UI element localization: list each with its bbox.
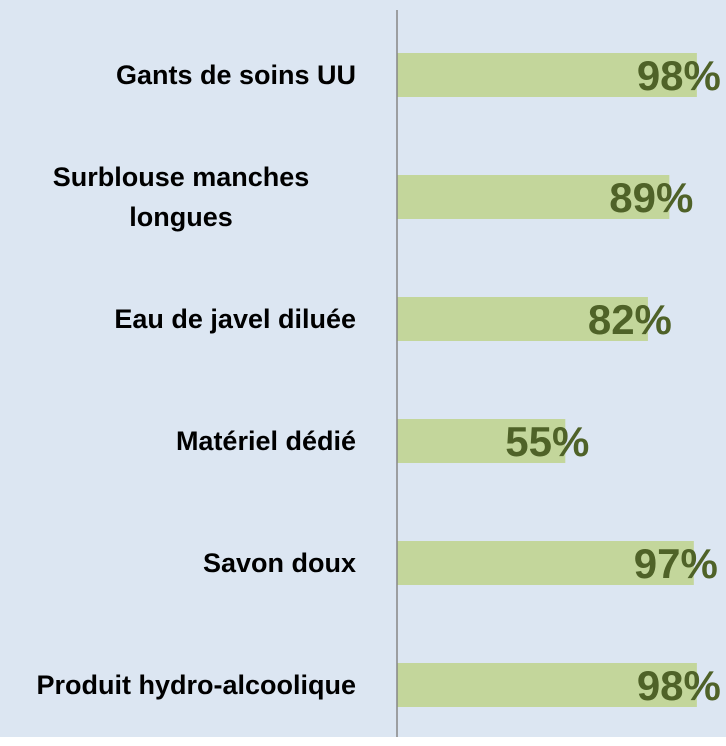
category-label-box: Produit hydro-alcoolique (0, 624, 356, 746)
bar (397, 419, 566, 463)
category-label-box: Gants de soins UU (0, 14, 356, 136)
value-label: 55% (505, 418, 589, 465)
bar (397, 663, 697, 707)
bar (397, 175, 670, 219)
category-label: Surblouse manches longues (52, 162, 310, 232)
category-label: Matériel dédié (175, 426, 356, 456)
bar (397, 541, 694, 585)
value-label: 82% (588, 296, 672, 343)
value-label: 98% (637, 52, 721, 99)
value-label: 89% (609, 174, 693, 221)
category-label-box: Matériel dédié (0, 380, 356, 502)
value-label: 98% (637, 662, 721, 709)
bar (397, 53, 697, 97)
category-label: Gants de soins UU (115, 60, 356, 90)
value-label: 97% (634, 540, 718, 587)
category-label-box: Surblouse manches longues (0, 136, 356, 258)
category-label: Savon doux (202, 548, 356, 578)
category-label: Produit hydro-alcoolique (36, 670, 356, 700)
category-label: Eau de javel diluée (114, 304, 356, 334)
category-label-box: Eau de javel diluée (0, 258, 356, 380)
bar (397, 297, 648, 341)
category-label-box: Savon doux (0, 502, 356, 624)
